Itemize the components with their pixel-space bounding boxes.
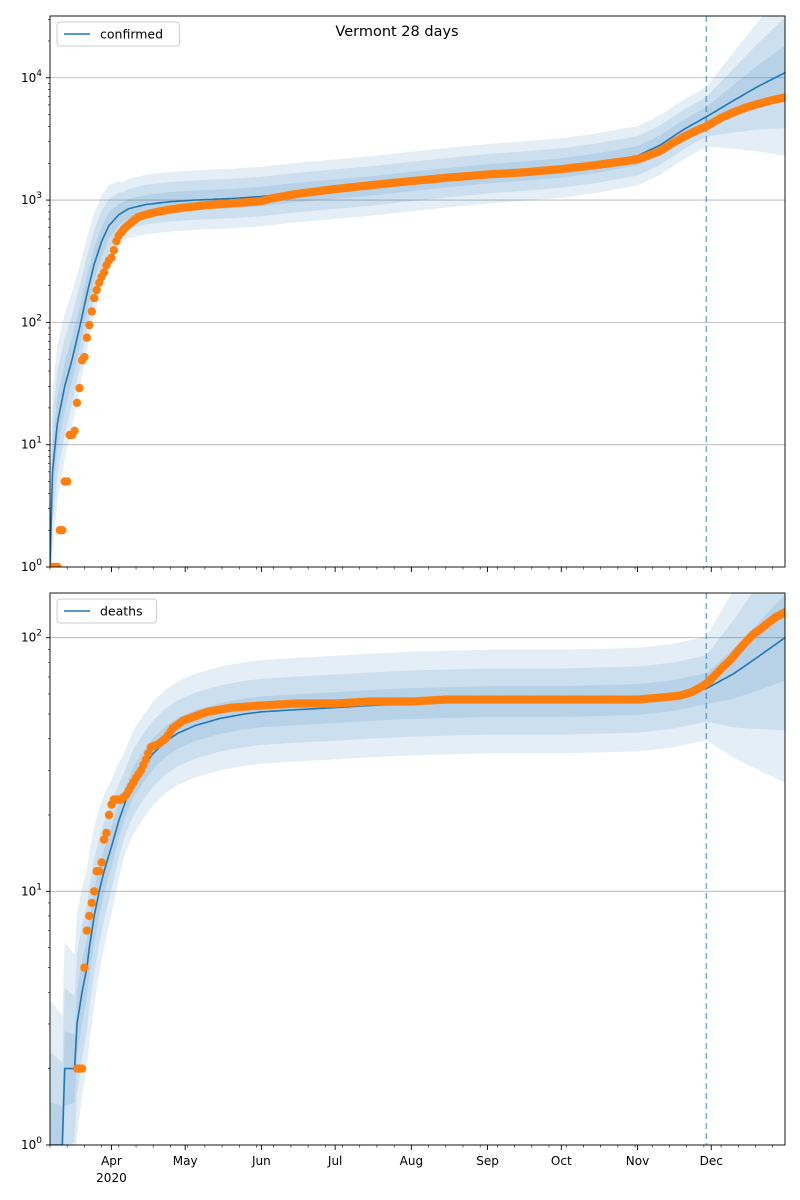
legend-box [56,21,180,47]
x-tick-label: Dec [700,1154,723,1168]
data-point [70,426,79,435]
data-point [109,246,119,255]
legend: confirmed [56,21,180,47]
data-point [80,352,89,362]
axes-frame [49,592,786,1146]
data-point [53,562,62,567]
data-point [90,293,99,303]
data-point [87,898,97,908]
data-point [58,526,67,535]
data-point [99,835,109,844]
deaths-panel: 100 101 102 Apr 2020 May Jun Jul Aug Sep Oct Nov Dec… [21,592,786,1185]
data-point [95,867,104,876]
data-point [104,810,114,820]
data-point [82,333,92,342]
legend-box [56,598,158,624]
confidence-band [50,593,785,1145]
legend-label: deaths [100,604,143,619]
y-tick-label: 101 [21,882,42,898]
y-tick-label: 104 [21,69,42,85]
x-tick-label: Sep [476,1154,499,1168]
data-point [82,926,92,935]
x-tick-label: Aug [400,1154,423,1168]
data-point [80,963,89,972]
x-tick-label: Jul [327,1154,342,1168]
axes-frame [49,15,786,568]
data-point [102,828,111,838]
legend-label: confirmed [100,27,163,42]
confidence-band [50,593,785,1145]
data-point [92,285,101,295]
x-tick-label: Apr [101,1154,122,1168]
y-tick-label: 101 [21,436,42,452]
data-point [85,911,94,921]
data-point [144,749,153,758]
data-point [99,268,109,277]
confidence-band [50,17,785,567]
data-point [107,253,116,262]
data-point [141,755,151,764]
data-point [87,307,97,316]
legend: deaths [56,598,158,624]
x-tick-label: Jun [251,1154,271,1168]
confidence-band [50,16,785,567]
y-tick-label: 102 [21,629,42,645]
data-point [85,320,94,330]
data-point [77,1064,87,1073]
data-point [72,398,82,407]
confirmed-panel: 100 101 102 103 104 confirmed [21,15,786,574]
x-tick-label: Oct [551,1154,572,1168]
x-tick-label: May [173,1154,198,1168]
data-point [97,858,106,867]
x-tick-sublabel: 2020 [96,1171,127,1185]
y-tick-label: 100 [21,558,42,574]
data-point [90,887,99,896]
y-tick-label: 102 [21,313,42,329]
data-point [780,93,785,102]
data-point [62,477,72,486]
x-tick-label: Nov [626,1154,649,1168]
y-tick-label: 103 [21,191,42,207]
plot-area [50,16,785,567]
y-tick-label: 100 [21,1136,42,1152]
plot-area [50,593,785,1145]
data-point [780,608,785,617]
data-point [75,383,84,393]
figure-title: Vermont 28 days [335,24,458,40]
